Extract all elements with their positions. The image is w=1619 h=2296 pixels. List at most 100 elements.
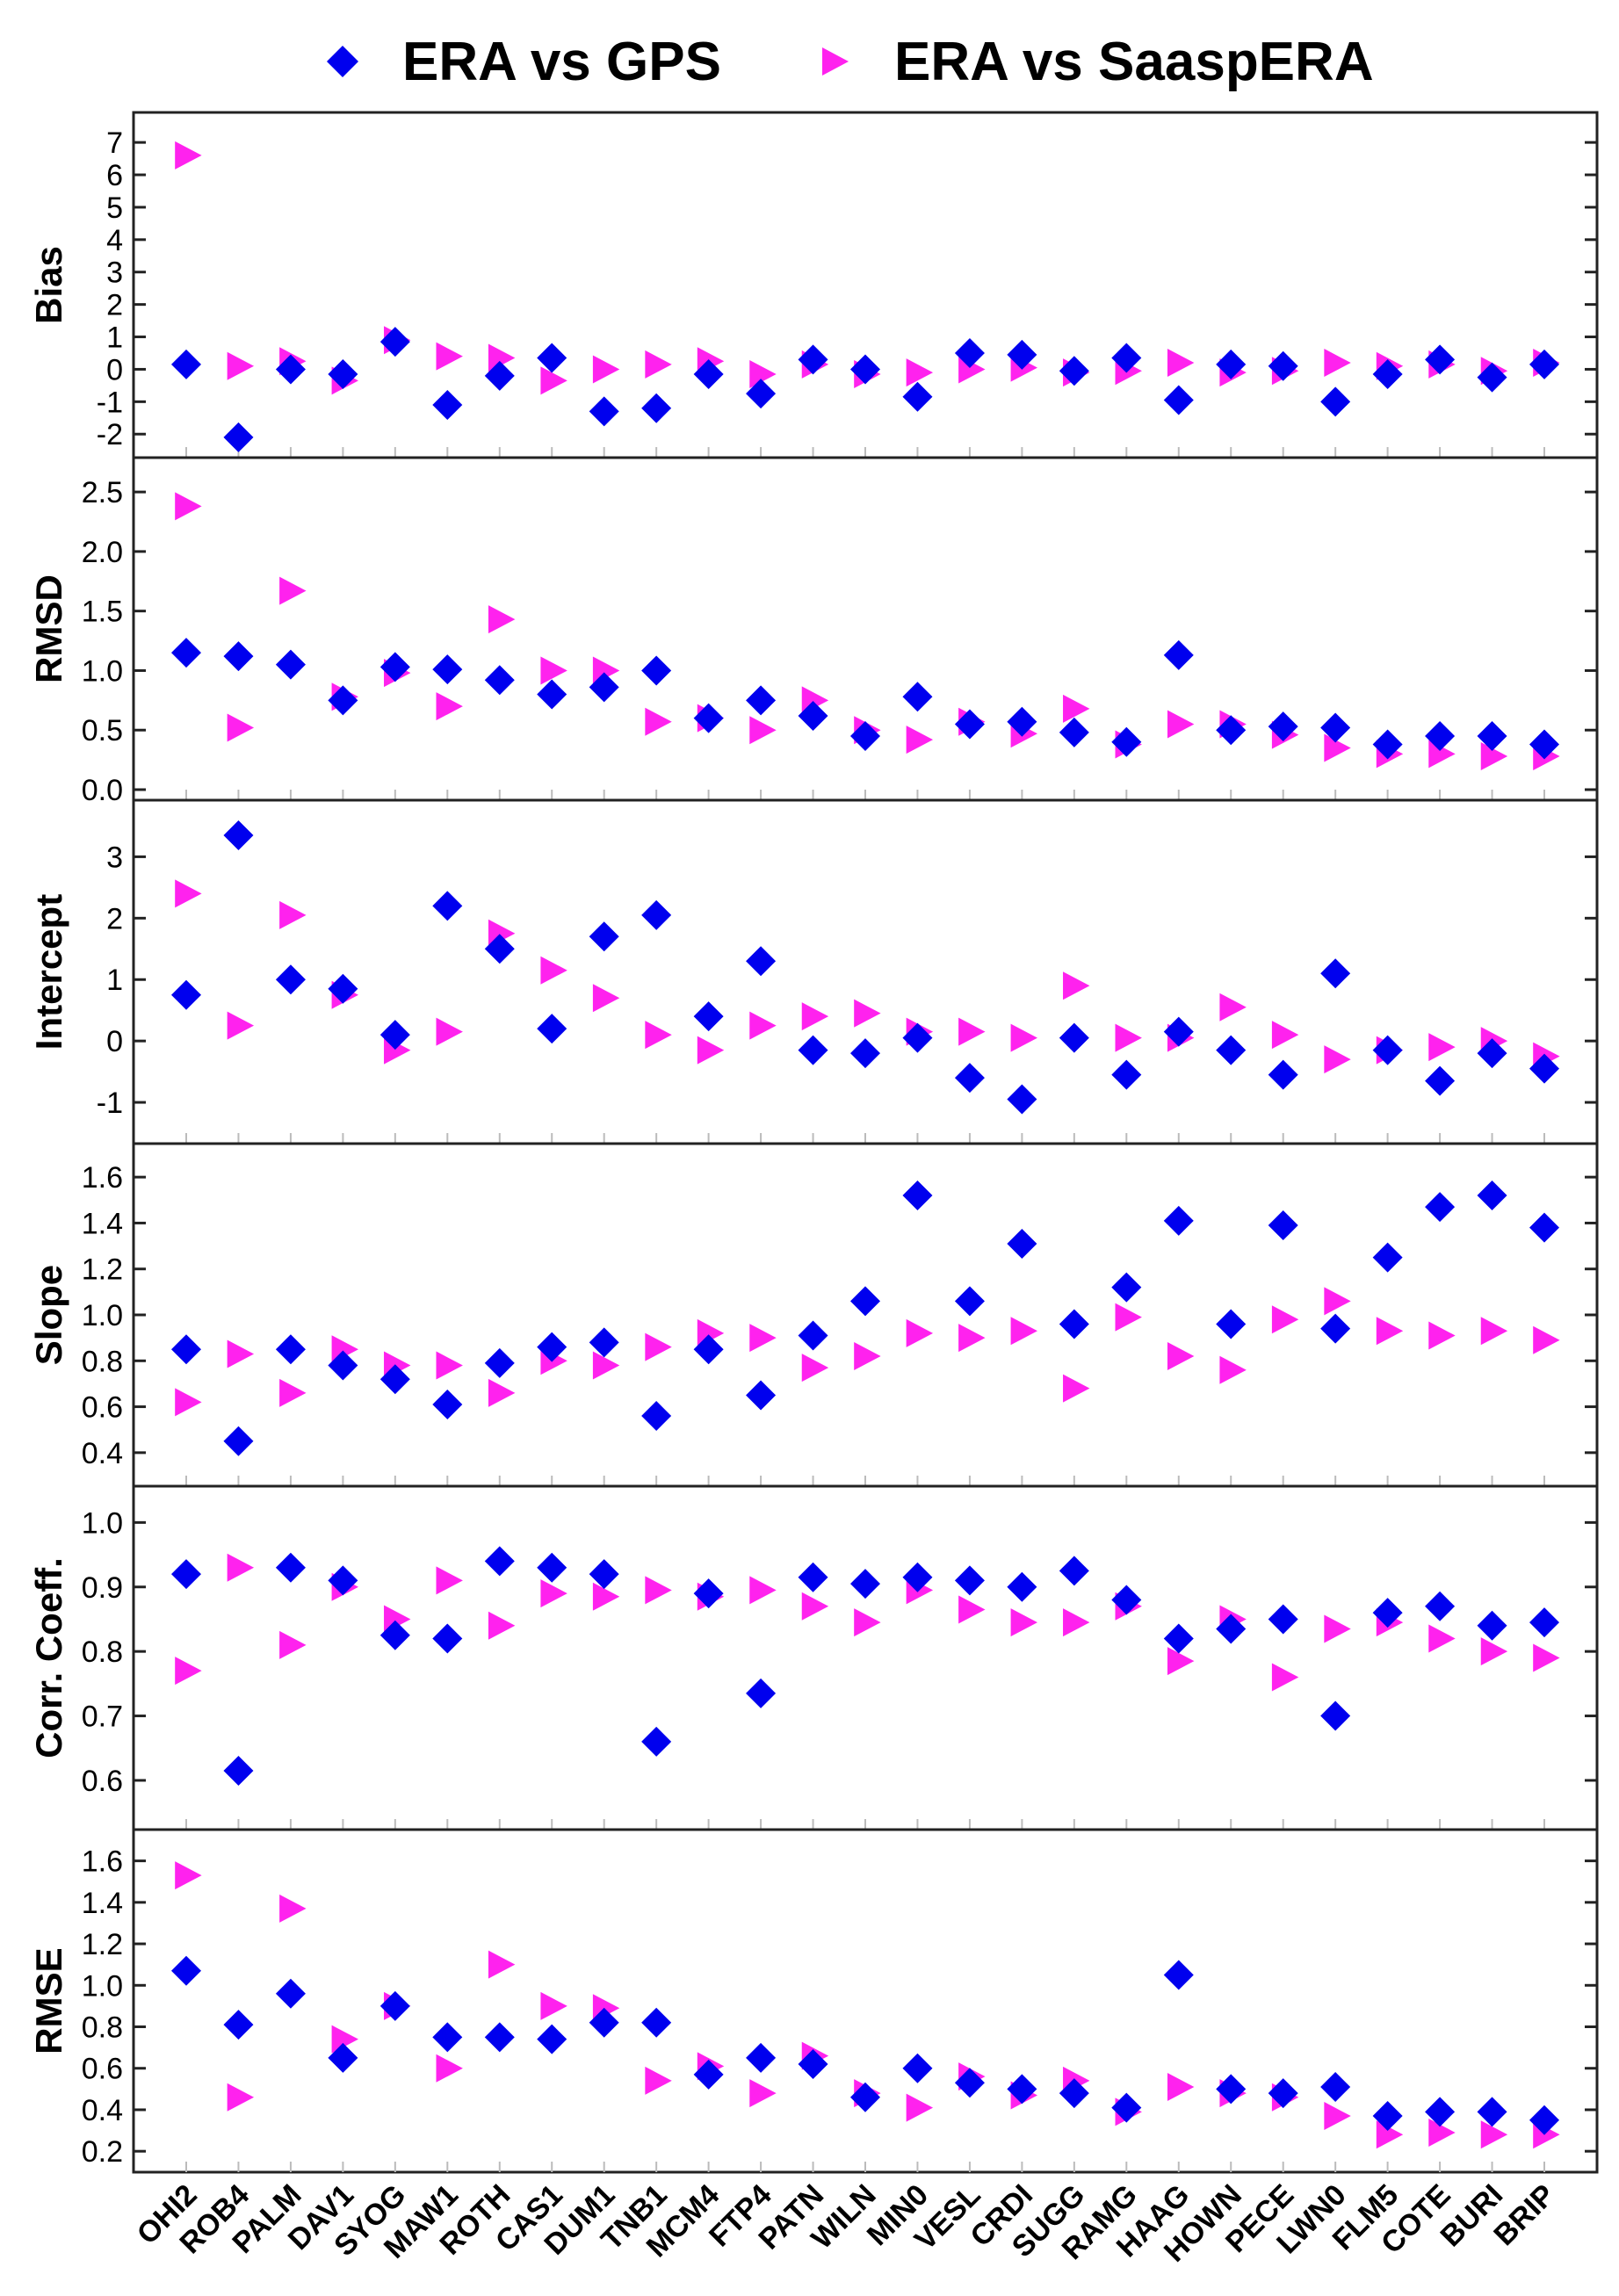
point-gps-bias xyxy=(1529,349,1559,379)
point-gps-intercept xyxy=(275,964,306,995)
point-gps-rmsd xyxy=(1320,712,1351,743)
point-saasp-corr-coeff xyxy=(592,1582,620,1611)
point-gps-corr-coeff xyxy=(1216,1614,1247,1644)
y-tick-label-rmse: 1.4 xyxy=(82,1887,123,1920)
y-tick-label-bias: -2 xyxy=(97,418,123,451)
point-gps-rmse xyxy=(589,2007,619,2038)
point-saasp-corr-coeff xyxy=(1324,1614,1351,1643)
y-tick-label-rmse: 0.6 xyxy=(82,2053,123,2086)
point-gps-corr-coeff xyxy=(641,1726,672,1757)
y-axis-label-intercept: Intercept xyxy=(28,894,69,1050)
point-gps-slope xyxy=(798,1320,828,1351)
point-gps-intercept xyxy=(1477,1038,1507,1069)
point-gps-rmse xyxy=(1477,2097,1507,2127)
y-tick-label-intercept: 2 xyxy=(106,902,123,935)
point-gps-corr-coeff xyxy=(902,1562,933,1592)
point-saasp-bias xyxy=(540,366,567,395)
point-gps-corr-coeff xyxy=(1372,1598,1403,1628)
point-saasp-corr-coeff xyxy=(488,1611,516,1640)
y-tick-label-corr-coeff: 0.9 xyxy=(82,1571,123,1605)
legend-label-era-vs-saasp: ERA vs SaaspERA xyxy=(894,31,1374,92)
point-saasp-bias xyxy=(592,355,620,384)
point-saasp-rmsd xyxy=(906,726,934,755)
point-saasp-bias xyxy=(488,343,516,372)
point-gps-intercept xyxy=(902,1022,933,1053)
panel-frame-corr-coeff xyxy=(132,1484,1599,1831)
y-tick-label-corr-coeff: 0.6 xyxy=(82,1765,123,1798)
point-gps-rmse xyxy=(798,2049,828,2080)
point-gps-rmse xyxy=(954,2068,985,2098)
point-gps-corr-coeff xyxy=(1007,1571,1037,1602)
point-gps-intercept xyxy=(1529,1053,1559,1084)
point-gps-bias xyxy=(1372,358,1403,389)
point-gps-slope xyxy=(693,1334,724,1365)
point-gps-corr-coeff xyxy=(432,1623,463,1654)
point-gps-slope xyxy=(1372,1242,1403,1273)
point-saasp-slope xyxy=(279,1378,307,1407)
point-saasp-bias xyxy=(436,342,463,371)
point-gps-slope xyxy=(1268,1210,1298,1241)
point-gps-slope xyxy=(1216,1309,1247,1339)
point-saasp-rmsd xyxy=(1167,710,1195,739)
point-gps-rmsd xyxy=(1477,721,1507,751)
legend-item-era-vs-saasp: ERA vs SaaspERA xyxy=(817,26,1374,97)
y-tick-label-rmsd: 0.0 xyxy=(82,774,123,807)
point-gps-corr-coeff xyxy=(379,1620,410,1650)
point-gps-intercept xyxy=(641,899,672,930)
point-gps-slope xyxy=(1007,1228,1037,1259)
point-gps-rmsd xyxy=(171,638,201,668)
point-gps-intercept xyxy=(589,921,619,952)
point-gps-corr-coeff xyxy=(1529,1607,1559,1638)
point-gps-corr-coeff xyxy=(537,1552,567,1583)
legend: ERA vs GPS ERA vs SaaspERA xyxy=(0,26,1619,97)
point-saasp-intercept xyxy=(1010,1023,1037,1052)
y-tick-label-bias: 3 xyxy=(106,256,123,290)
point-gps-intercept xyxy=(1216,1035,1247,1065)
point-gps-intercept xyxy=(693,1001,724,1032)
point-saasp-intercept xyxy=(801,1002,829,1031)
point-gps-rmse xyxy=(171,1955,201,1986)
point-saasp-intercept xyxy=(279,900,307,929)
point-gps-bias xyxy=(850,354,880,385)
point-saasp-rmse xyxy=(1324,2102,1351,2131)
point-saasp-rmse xyxy=(279,1894,307,1923)
point-gps-bias xyxy=(746,379,777,409)
point-gps-slope xyxy=(850,1286,880,1317)
point-gps-bias xyxy=(1425,344,1456,375)
point-saasp-rmse xyxy=(227,2083,255,2112)
y-tick-label-slope: 0.6 xyxy=(82,1391,123,1425)
point-saasp-corr-coeff xyxy=(1063,1608,1090,1637)
point-saasp-intercept xyxy=(1271,1021,1299,1050)
point-gps-rmsd xyxy=(1007,706,1037,737)
point-gps-slope xyxy=(746,1380,777,1411)
point-gps-bias xyxy=(171,349,201,379)
point-saasp-corr-coeff xyxy=(1167,1647,1195,1676)
y-tick-label-bias: 2 xyxy=(106,289,123,322)
point-saasp-corr-coeff xyxy=(854,1608,881,1637)
y-tick-label-rmse: 0.4 xyxy=(82,2094,123,2127)
point-gps-corr-coeff xyxy=(589,1559,619,1590)
point-saasp-rmsd xyxy=(645,707,672,736)
y-tick-label-intercept: 0 xyxy=(106,1025,123,1058)
point-gps-bias xyxy=(589,396,619,427)
point-saasp-rmsd xyxy=(175,492,202,521)
point-gps-slope xyxy=(954,1286,985,1317)
point-gps-slope xyxy=(902,1180,933,1211)
point-saasp-rmsd xyxy=(1063,694,1090,723)
point-gps-rmse xyxy=(850,2082,880,2112)
y-tick-label-slope: 1.2 xyxy=(82,1253,123,1287)
point-saasp-rmse xyxy=(749,2079,777,2108)
point-gps-corr-coeff xyxy=(1059,1556,1089,1586)
point-saasp-bias xyxy=(749,359,777,388)
point-gps-intercept xyxy=(1372,1035,1403,1065)
point-gps-rmse xyxy=(1372,2101,1403,2132)
y-tick-label-bias: 0 xyxy=(106,353,123,386)
point-gps-bias xyxy=(379,327,410,357)
point-gps-rmsd xyxy=(1425,721,1456,751)
point-saasp-slope xyxy=(436,1351,463,1380)
y-tick-label-bias: 1 xyxy=(106,321,123,355)
y-axis-label-rmse: RMSE xyxy=(28,1947,69,2054)
point-gps-bias xyxy=(1320,386,1351,417)
point-saasp-rmse xyxy=(331,2025,358,2054)
point-saasp-slope xyxy=(1115,1303,1142,1332)
